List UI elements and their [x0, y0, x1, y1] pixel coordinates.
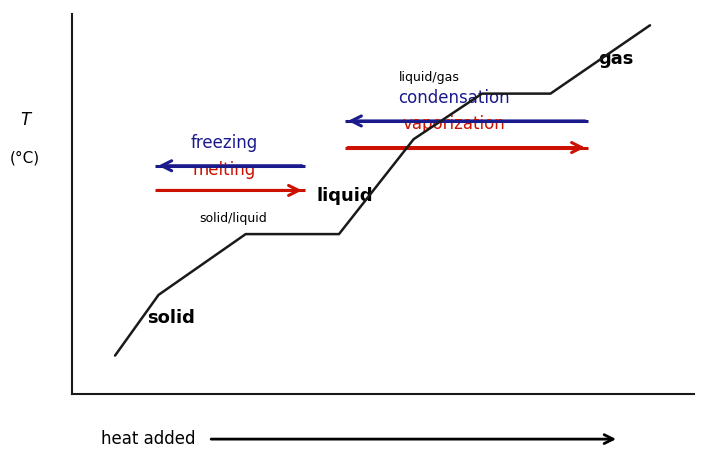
Text: melting: melting: [192, 161, 255, 179]
Text: solid/liquid: solid/liquid: [199, 212, 267, 225]
Text: gas: gas: [598, 50, 633, 69]
Text: freezing: freezing: [190, 134, 257, 152]
Text: T: T: [20, 111, 30, 129]
Text: condensation: condensation: [398, 89, 510, 107]
Text: (°C): (°C): [10, 150, 40, 166]
Text: vaporization: vaporization: [403, 115, 506, 133]
Text: heat added: heat added: [102, 430, 196, 448]
Text: solid: solid: [147, 309, 195, 326]
Text: liquid: liquid: [317, 187, 373, 205]
Text: liquid/gas: liquid/gas: [399, 71, 460, 84]
